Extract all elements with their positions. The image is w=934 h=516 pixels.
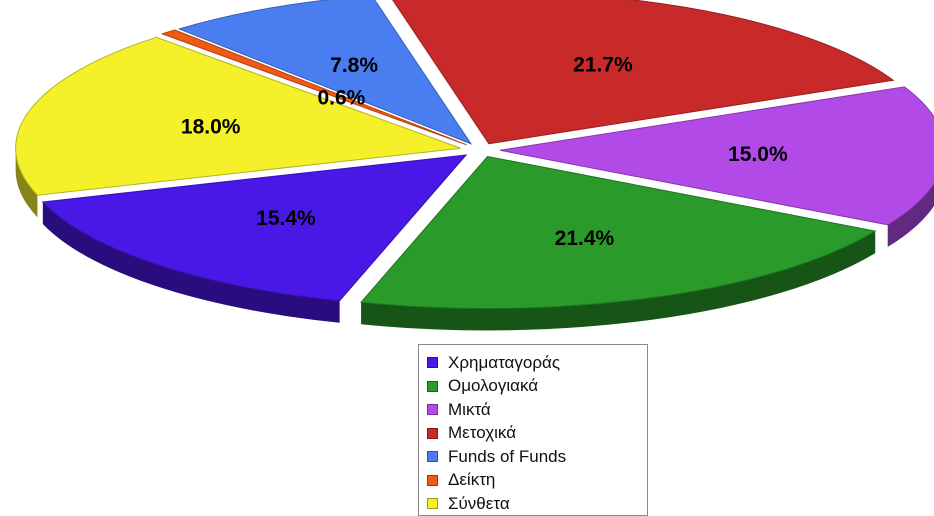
legend-item: Μετοχικά xyxy=(427,422,647,446)
pie-slice-4 xyxy=(177,0,473,145)
slice-value-label: 21.7% xyxy=(573,54,633,77)
pie-slices xyxy=(15,0,934,331)
pie-slice-3 xyxy=(392,0,895,145)
slice-value-label: 15.0% xyxy=(728,143,788,166)
legend-swatch xyxy=(427,451,438,463)
pie-slice-1 xyxy=(360,155,877,309)
pie-slice-6 xyxy=(15,36,461,196)
legend-swatch xyxy=(427,498,438,510)
legend-item: Σύνθετα xyxy=(427,492,647,516)
pie-slice-side xyxy=(42,201,340,323)
slice-value-label: 0.6% xyxy=(317,86,365,109)
legend-item: Χρηματαγοράς xyxy=(427,351,647,375)
legend-label: Σύνθετα xyxy=(448,493,510,513)
legend-swatch xyxy=(427,427,438,439)
slice-value-label: 15.4% xyxy=(256,207,316,230)
legend-label: Ομολογιακά xyxy=(448,376,539,396)
pie-slice-2 xyxy=(499,86,934,226)
slice-value-label: 7.8% xyxy=(330,54,378,77)
pie-slice-side xyxy=(15,148,38,218)
pie-slice-side xyxy=(361,231,876,331)
slice-value-label: 18.0% xyxy=(181,115,241,138)
legend-label: Μετοχικά xyxy=(448,423,517,443)
legend-swatch xyxy=(427,380,438,392)
legend-item: Funds of Funds xyxy=(427,445,647,469)
slice-value-label: 21.4% xyxy=(555,227,615,250)
legend-swatch xyxy=(427,474,438,486)
pie-value-labels: 15.4% 21.4% 15.0% 21.7% 7.8% 0.6% 18.0% xyxy=(181,54,788,251)
pie-slice-side xyxy=(887,183,934,247)
legend-label: Δείκτη xyxy=(448,470,496,490)
pie-slice-0 xyxy=(41,154,468,302)
legend-item: Μικτά xyxy=(427,398,647,422)
legend-label: Χρηματαγοράς xyxy=(448,352,561,372)
pie-slice-5 xyxy=(160,29,467,146)
legend-label: Μικτά xyxy=(448,399,491,419)
legend-label: Funds of Funds xyxy=(448,446,567,466)
legend-swatch xyxy=(427,404,438,416)
legend-item: Δείκτη xyxy=(427,469,647,493)
legend-swatch xyxy=(427,357,438,369)
chart-legend: Χρηματαγοράς Ομολογιακά Μικτά Μετοχικά Funds… xyxy=(418,344,648,516)
legend-item: Ομολογιακά xyxy=(427,375,647,399)
